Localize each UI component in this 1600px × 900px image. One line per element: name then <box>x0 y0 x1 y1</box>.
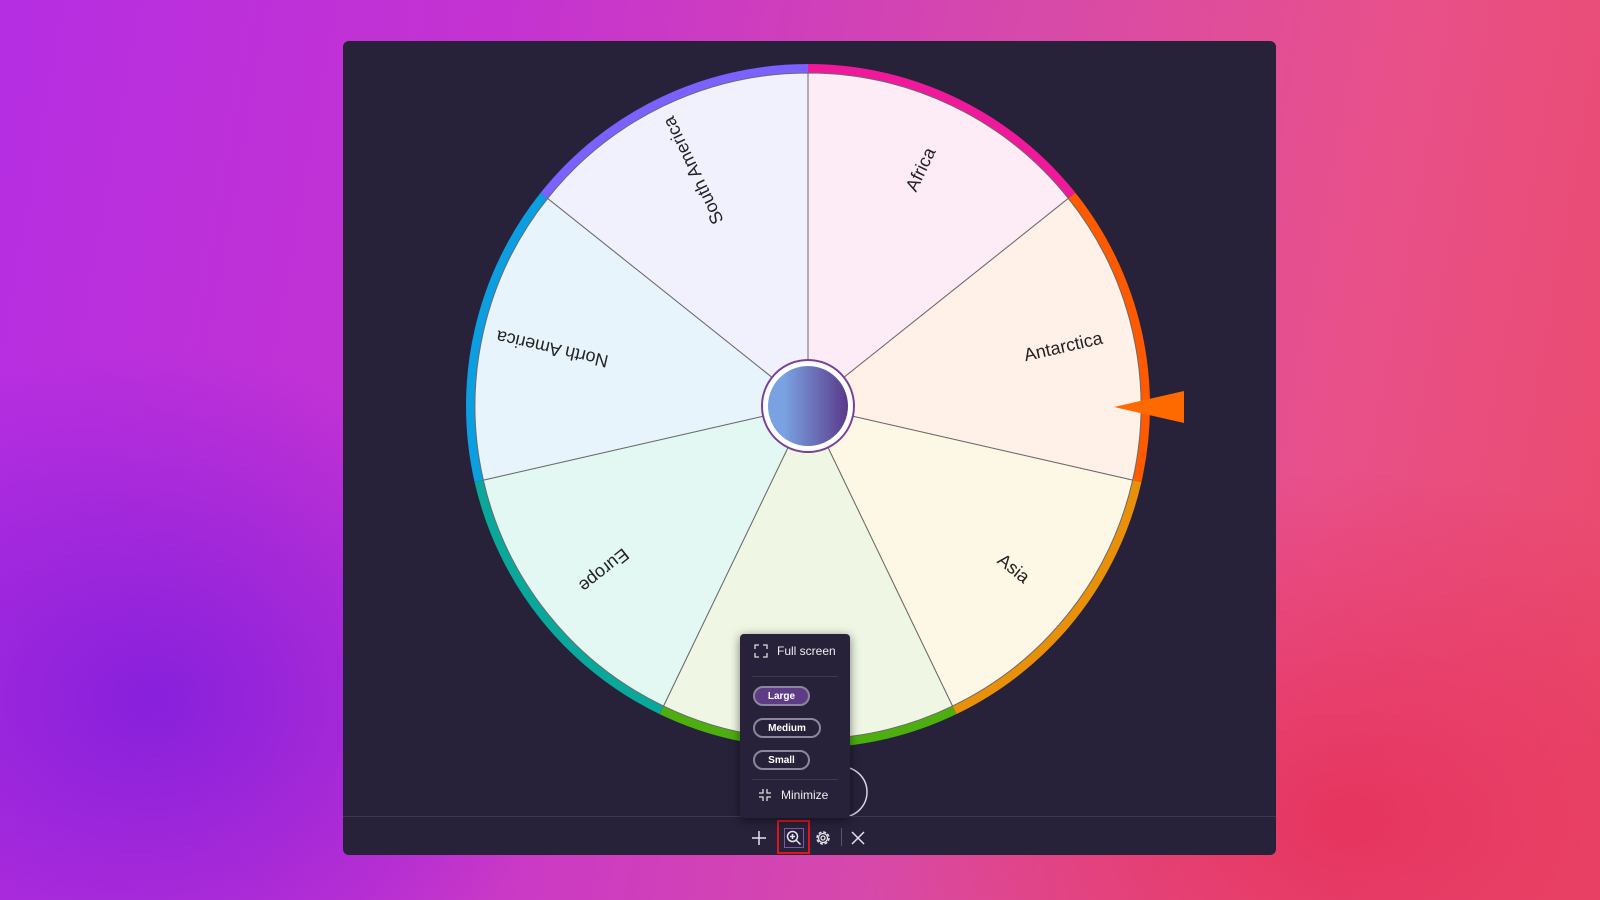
close-icon <box>851 831 865 845</box>
gear-icon <box>816 831 830 845</box>
zoom-button[interactable] <box>782 826 806 850</box>
display-size-menu: Full screen Large Medium Small Minimize <box>740 634 850 818</box>
menu-item-minimize[interactable]: Minimize <box>758 788 828 802</box>
zoom-in-icon <box>784 828 804 848</box>
settings-button[interactable] <box>811 826 835 850</box>
wheel-slice <box>807 405 1134 707</box>
slice-ring <box>659 706 957 748</box>
wheel-slice <box>474 197 810 481</box>
fullscreen-icon <box>754 644 768 658</box>
size-medium-button[interactable]: Medium <box>753 718 821 738</box>
menu-item-full-screen[interactable]: Full screen <box>754 644 836 658</box>
highlight-box <box>777 820 810 854</box>
minimize-icon <box>759 789 771 801</box>
wheel-pointer <box>1114 391 1184 423</box>
size-small-button[interactable]: Small <box>753 750 810 770</box>
wheel-slice <box>546 72 809 408</box>
slice-ring <box>466 192 548 483</box>
toolbar-separator <box>841 828 842 846</box>
size-large-button[interactable]: Large <box>753 686 810 706</box>
menu-item-label: Full screen <box>777 644 836 658</box>
wheel-hub[interactable] <box>768 366 848 446</box>
close-button[interactable] <box>846 826 870 850</box>
menu-divider <box>752 676 838 677</box>
wheel-slice <box>482 405 809 707</box>
slice-ring <box>1068 192 1150 483</box>
menu-item-label: Minimize <box>781 788 829 802</box>
wheel-slice <box>807 72 1070 408</box>
menu-divider <box>752 779 838 780</box>
wheel-slice <box>806 197 1142 481</box>
plus-icon <box>752 831 766 845</box>
add-button[interactable] <box>747 826 771 850</box>
